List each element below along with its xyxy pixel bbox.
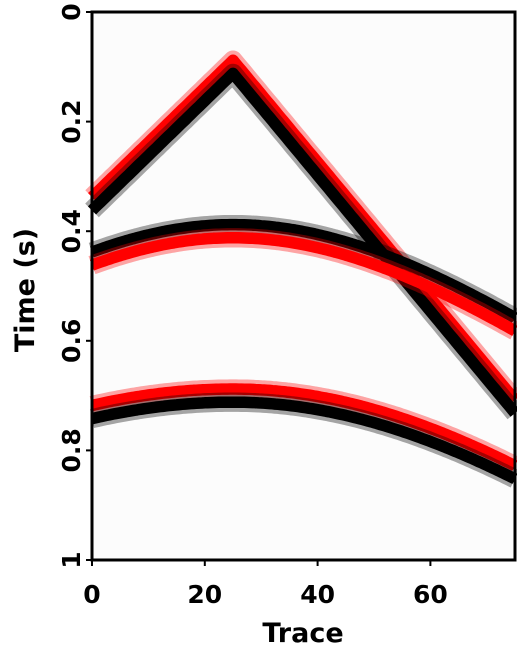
- event-2-trail-lobe: [89, 232, 517, 336]
- y-tick-label: 0: [57, 3, 86, 20]
- x-tick-label: 60: [413, 580, 448, 609]
- y-axis: 0 0.2 0.4 0.6 0.8 1: [57, 3, 92, 569]
- event-3-lead-lobe: [89, 383, 517, 471]
- event-2: [85, 214, 517, 340]
- x-tick-label: 40: [300, 580, 335, 609]
- y-tick-label: 1: [57, 551, 86, 568]
- event-3: [85, 379, 517, 488]
- y-tick-label: 0.8: [57, 428, 86, 472]
- y-tick-label: 0.6: [57, 319, 86, 363]
- x-tick-label: 0: [83, 580, 100, 609]
- plot-frame: [90, 10, 517, 562]
- x-tick-label: 20: [187, 580, 222, 609]
- y-axis-title: Time (s): [10, 228, 41, 352]
- event-2-lead-lobe: [89, 218, 517, 323]
- event-1-trail-lobe: [87, 67, 517, 417]
- plot-area: [85, 12, 517, 560]
- y-tick-label: 0.2: [57, 99, 86, 143]
- x-axis: 0 20 40 60: [83, 560, 448, 609]
- event-1-lead-lobe: [88, 54, 517, 404]
- event-1: [85, 50, 517, 420]
- x-axis-title: Trace: [262, 618, 343, 645]
- y-tick-label: 0.4: [57, 209, 86, 253]
- event-3-trail-lobe: [89, 396, 517, 485]
